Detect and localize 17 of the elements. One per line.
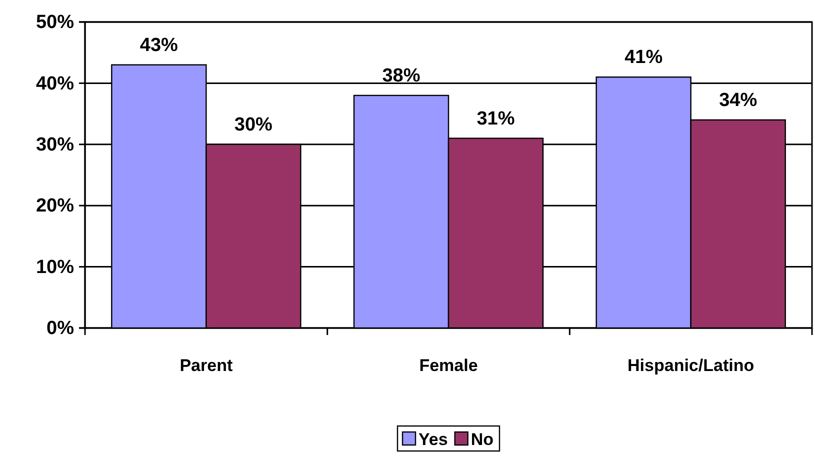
data-label: 34% — [719, 90, 758, 111]
data-label: 30% — [234, 114, 273, 136]
legend-label: No — [470, 430, 494, 449]
data-label: 38% — [382, 65, 420, 86]
y-tick-label: 20% — [36, 196, 74, 217]
y-tick-label: 10% — [36, 256, 74, 278]
data-label: 43% — [140, 34, 178, 56]
legend-label: Yes — [418, 430, 448, 449]
y-tick-label: 0% — [46, 318, 74, 340]
x-tick-label: Hispanic/Latino — [628, 356, 754, 375]
data-label: 41% — [624, 47, 663, 68]
x-tick-label: Female — [419, 356, 478, 375]
data-label: 31% — [476, 108, 515, 130]
y-tick-label: 50% — [36, 12, 74, 34]
y-tick-label: 40% — [36, 73, 74, 94]
y-tick-label: 30% — [36, 134, 74, 156]
x-tick-label: Parent — [180, 356, 233, 375]
